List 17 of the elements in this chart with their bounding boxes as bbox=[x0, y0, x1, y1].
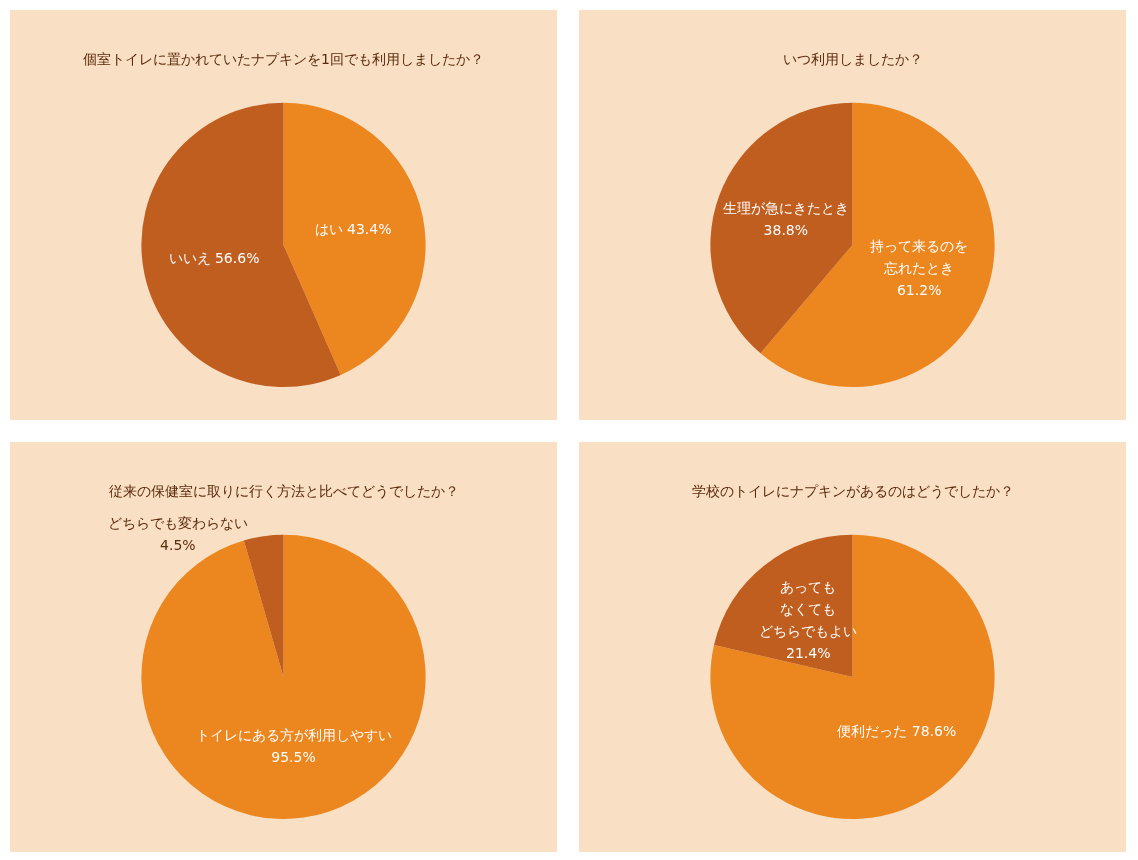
slice-label: いいえ 56.6% bbox=[168, 250, 260, 267]
data-label: 95.5% bbox=[271, 748, 316, 765]
slice-label: どちらでも変わらない bbox=[107, 514, 248, 531]
data-label: 38.8% bbox=[763, 222, 809, 239]
slice-label: 便利だった 78.6% bbox=[837, 723, 957, 740]
slice-label: 生理が急にきたとき bbox=[722, 200, 849, 217]
data-label: 21.4% bbox=[786, 644, 831, 661]
chart-title: いつ利用しましたか？ bbox=[782, 51, 923, 68]
data-label: 4.5% bbox=[160, 536, 196, 553]
chart-title: 個室トイレに置かれていたナプキンを1回でも利用しましたか？ bbox=[83, 51, 484, 68]
slice-label: はい 43.4% bbox=[314, 220, 392, 237]
chart-title: 学校のトイレにナプキンがあるのはどうでしたか？ bbox=[691, 483, 1014, 500]
slice-label: 持って来るのを忘れたとき bbox=[870, 238, 969, 277]
data-label: 61.2% bbox=[896, 282, 942, 299]
slice-label: あってもなくてもどちらでもよい bbox=[759, 578, 858, 639]
chart-title: 従来の保健室に取りに行く方法と比べてどうでしたか？ bbox=[108, 483, 459, 500]
slice-label: トイレにある方が利用しやすい bbox=[195, 726, 392, 743]
